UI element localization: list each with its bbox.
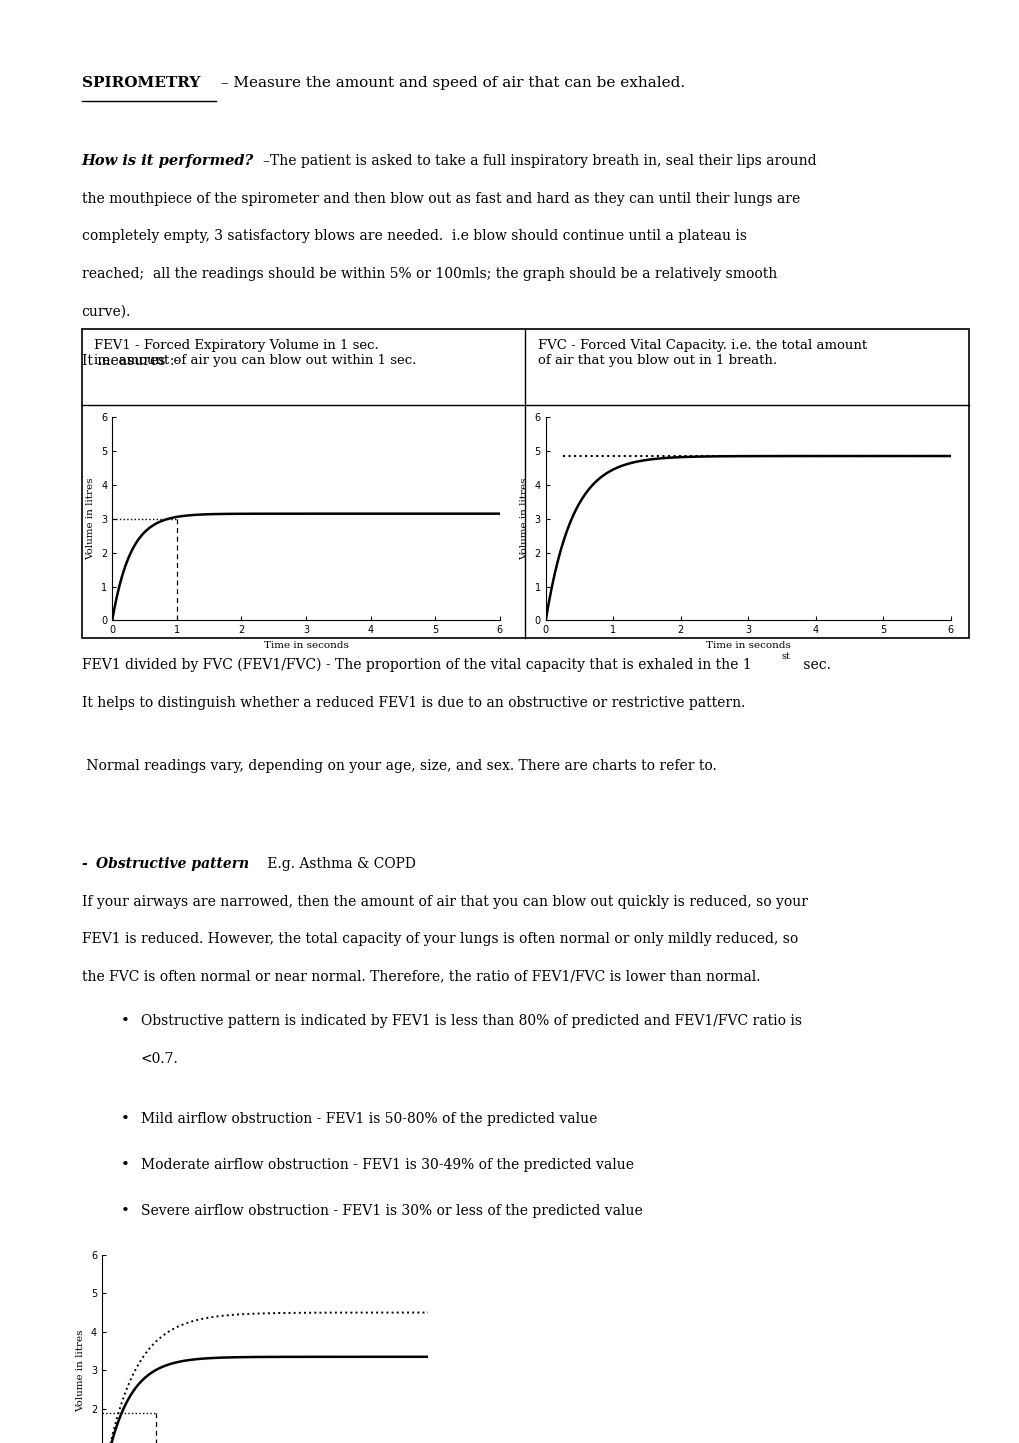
Text: FEV1 divided by FVC (FEV1/FVC) - The proportion of the vital capacity that is ex: FEV1 divided by FVC (FEV1/FVC) - The pro… <box>82 658 750 672</box>
Text: -: - <box>82 857 92 872</box>
Text: <0.7.: <0.7. <box>141 1052 178 1066</box>
Text: How is it performed?: How is it performed? <box>82 154 254 169</box>
Y-axis label: Volume in litres: Volume in litres <box>87 478 96 560</box>
Y-axis label: Volume in litres: Volume in litres <box>76 1329 86 1411</box>
Bar <box>82 329 968 638</box>
Text: st: st <box>781 652 790 661</box>
Text: the FVC is often normal or near normal. Therefore, the ratio of FEV1/FVC is lowe: the FVC is often normal or near normal. … <box>82 970 759 984</box>
Text: •: • <box>120 1113 129 1126</box>
Text: Obstructive pattern: Obstructive pattern <box>96 857 249 872</box>
Text: the mouthpiece of the spirometer and then blow out as fast and hard as they can : the mouthpiece of the spirometer and the… <box>82 192 799 206</box>
Text: •: • <box>120 1205 129 1218</box>
Text: Obstructive pattern is indicated by FEV1 is less than 80% of predicted and FEV1/: Obstructive pattern is indicated by FEV1… <box>141 1014 801 1029</box>
Text: •: • <box>120 1159 129 1172</box>
Text: –The patient is asked to take a full inspiratory breath in, seal their lips arou: –The patient is asked to take a full ins… <box>263 154 816 169</box>
Text: •: • <box>120 1014 129 1029</box>
Text: sec.: sec. <box>798 658 829 672</box>
Y-axis label: Volume in litres: Volume in litres <box>520 478 529 560</box>
Text: reached;  all the readings should be within 5% or 100mls; the graph should be a : reached; all the readings should be with… <box>82 267 776 281</box>
Text: Normal readings vary, depending on your age, size, and sex. There are charts to : Normal readings vary, depending on your … <box>82 759 715 773</box>
Text: It measures :-: It measures :- <box>82 354 178 368</box>
Text: – Measure the amount and speed of air that can be exhaled.: – Measure the amount and speed of air th… <box>216 76 685 91</box>
Text: FVC - Forced Vital Capacity. i.e. the total amount
of air that you blow out in 1: FVC - Forced Vital Capacity. i.e. the to… <box>537 339 866 367</box>
Text: Severe airflow obstruction - FEV1 is 30% or less of the predicted value: Severe airflow obstruction - FEV1 is 30%… <box>141 1205 642 1218</box>
Text: FEV1 - Forced Expiratory Volume in 1 sec.
i.e. amount of air you can blow out wi: FEV1 - Forced Expiratory Volume in 1 sec… <box>94 339 416 367</box>
Text: It helps to distinguish whether a reduced FEV1 is due to an obstructive or restr: It helps to distinguish whether a reduce… <box>82 696 744 710</box>
Text: Mild airflow obstruction - FEV1 is 50-80% of the predicted value: Mild airflow obstruction - FEV1 is 50-80… <box>141 1113 596 1126</box>
Text: SPIROMETRY: SPIROMETRY <box>82 76 200 91</box>
X-axis label: Time in seconds: Time in seconds <box>263 641 348 649</box>
X-axis label: Time in seconds: Time in seconds <box>705 641 790 649</box>
Text: E.g. Asthma & COPD: E.g. Asthma & COPD <box>263 857 416 872</box>
Text: FEV1 is reduced. However, the total capacity of your lungs is often normal or on: FEV1 is reduced. However, the total capa… <box>82 932 797 947</box>
Text: completely empty, 3 satisfactory blows are needed.  i.e blow should continue unt: completely empty, 3 satisfactory blows a… <box>82 229 746 244</box>
Text: curve).: curve). <box>82 304 130 319</box>
Text: If your airways are narrowed, then the amount of air that you can blow out quick: If your airways are narrowed, then the a… <box>82 895 807 909</box>
Text: Moderate airflow obstruction - FEV1 is 30-49% of the predicted value: Moderate airflow obstruction - FEV1 is 3… <box>141 1159 633 1172</box>
